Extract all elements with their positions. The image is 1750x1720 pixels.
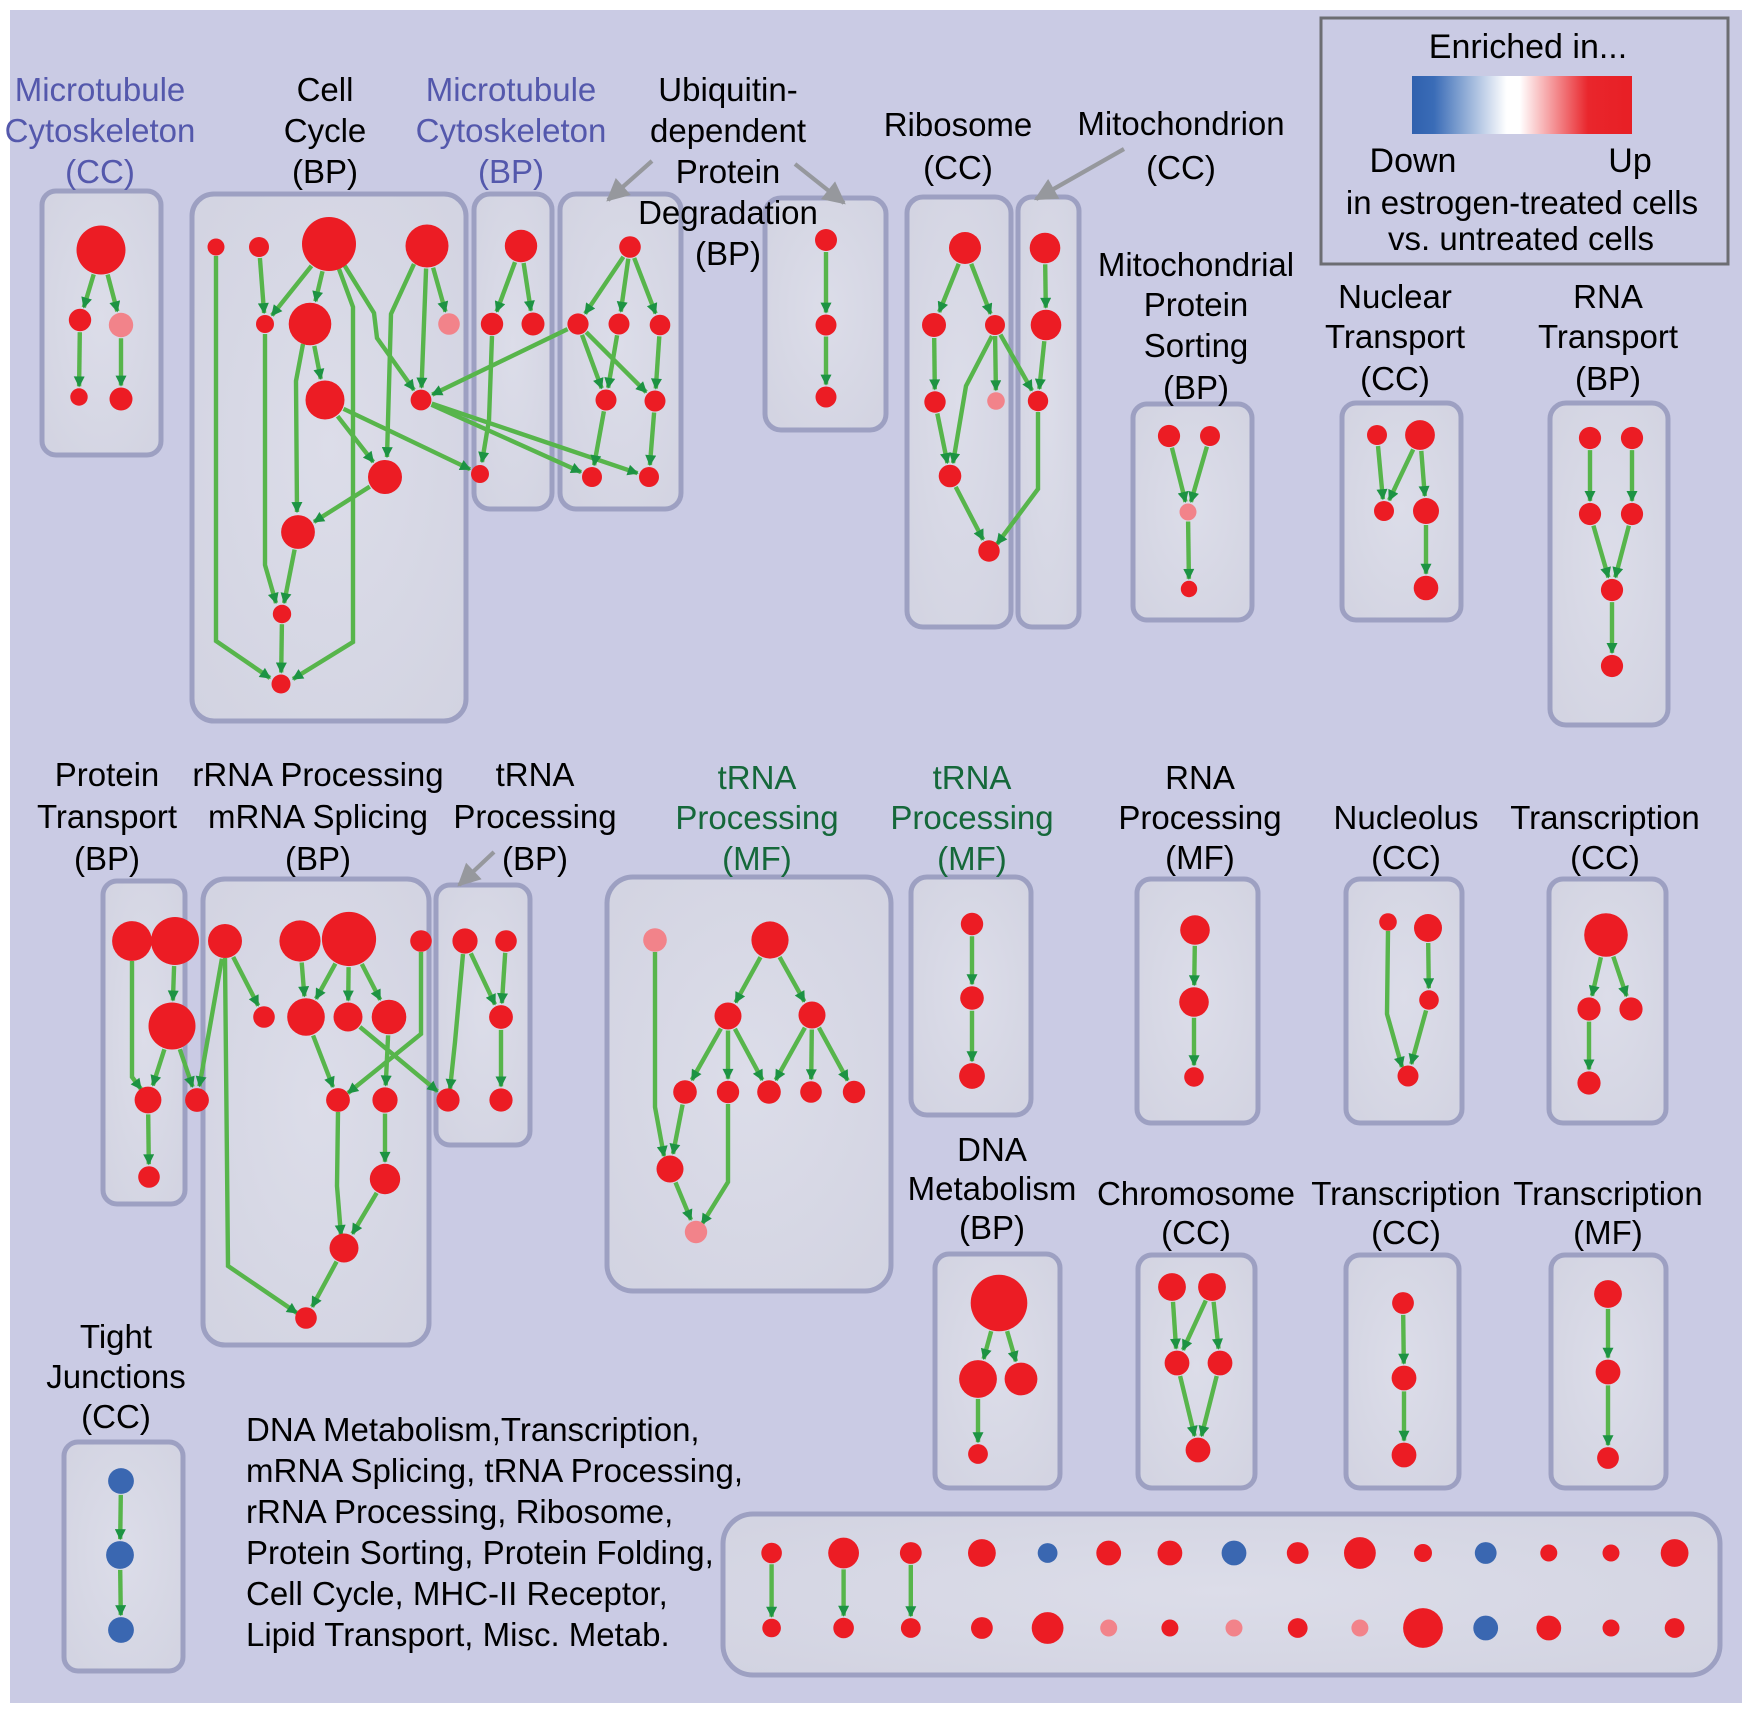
- svg-text:in estrogen-treated cells: in estrogen-treated cells: [1346, 184, 1698, 221]
- svg-text:mRNA Splicing, tRNA Processing: mRNA Splicing, tRNA Processing,: [246, 1452, 743, 1489]
- svg-text:vs. untreated cells: vs. untreated cells: [1388, 220, 1654, 257]
- svg-text:Cell Cycle, MHC-II Receptor,: Cell Cycle, MHC-II Receptor,: [246, 1575, 668, 1612]
- svg-text:(MF): (MF): [722, 840, 792, 877]
- svg-text:Nuclear: Nuclear: [1338, 278, 1452, 315]
- svg-text:DNA Metabolism,Transcription,: DNA Metabolism,Transcription,: [246, 1411, 700, 1448]
- svg-text:rRNA Processing, Ribosome,: rRNA Processing, Ribosome,: [246, 1493, 673, 1530]
- svg-text:Processing: Processing: [890, 799, 1053, 836]
- svg-text:Junctions: Junctions: [46, 1358, 185, 1395]
- svg-text:Enriched in...: Enriched in...: [1429, 28, 1627, 66]
- svg-text:(CC): (CC): [1371, 1214, 1441, 1251]
- svg-text:Mitochondrion: Mitochondrion: [1077, 105, 1284, 142]
- svg-text:(BP): (BP): [292, 153, 358, 190]
- svg-text:(CC): (CC): [81, 1398, 151, 1435]
- svg-text:Ubiquitin-: Ubiquitin-: [658, 71, 797, 108]
- svg-text:Transcription: Transcription: [1513, 1175, 1703, 1212]
- svg-text:tRNA: tRNA: [933, 759, 1012, 796]
- svg-text:(CC): (CC): [65, 153, 135, 190]
- svg-text:Transport: Transport: [37, 798, 177, 835]
- svg-text:(BP): (BP): [959, 1209, 1025, 1246]
- svg-text:Processing: Processing: [675, 799, 838, 836]
- svg-text:dependent: dependent: [650, 112, 806, 149]
- svg-text:Protein: Protein: [676, 153, 781, 190]
- svg-text:Transcription: Transcription: [1510, 799, 1700, 836]
- svg-text:Metabolism: Metabolism: [908, 1170, 1077, 1207]
- svg-text:(CC): (CC): [1360, 360, 1430, 397]
- svg-text:Tight: Tight: [80, 1318, 152, 1355]
- svg-text:Cell: Cell: [297, 71, 354, 108]
- svg-text:Cytoskeleton: Cytoskeleton: [5, 112, 196, 149]
- svg-text:(CC): (CC): [1146, 149, 1216, 186]
- svg-text:Microtubule: Microtubule: [426, 71, 597, 108]
- svg-text:tRNA: tRNA: [496, 756, 575, 793]
- svg-text:Sorting: Sorting: [1144, 327, 1249, 364]
- svg-text:Degradation: Degradation: [638, 194, 818, 231]
- svg-text:Chromosome: Chromosome: [1097, 1175, 1295, 1212]
- svg-text:(BP): (BP): [1575, 360, 1641, 397]
- svg-text:Nucleolus: Nucleolus: [1334, 799, 1479, 836]
- svg-text:(BP): (BP): [285, 840, 351, 877]
- svg-text:tRNA: tRNA: [718, 759, 797, 796]
- svg-text:mRNA Splicing: mRNA Splicing: [208, 798, 428, 835]
- svg-text:Transport: Transport: [1538, 318, 1678, 355]
- svg-text:rRNA Processing: rRNA Processing: [192, 756, 443, 793]
- svg-text:(BP): (BP): [478, 153, 544, 190]
- svg-text:(CC): (CC): [1570, 839, 1640, 876]
- svg-text:Microtubule: Microtubule: [15, 71, 186, 108]
- svg-text:(BP): (BP): [695, 235, 761, 272]
- svg-text:Ribosome: Ribosome: [884, 106, 1033, 143]
- svg-text:Cycle: Cycle: [284, 112, 367, 149]
- svg-text:(CC): (CC): [923, 149, 993, 186]
- svg-text:Down: Down: [1370, 142, 1457, 180]
- svg-text:(BP): (BP): [1163, 369, 1229, 406]
- svg-text:Processing: Processing: [453, 798, 616, 835]
- svg-text:Transport: Transport: [1325, 318, 1465, 355]
- svg-text:Cytoskeleton: Cytoskeleton: [416, 112, 607, 149]
- svg-text:RNA: RNA: [1165, 759, 1235, 796]
- svg-text:Mitochondrial: Mitochondrial: [1098, 246, 1294, 283]
- svg-text:(CC): (CC): [1161, 1214, 1231, 1251]
- svg-text:Transcription: Transcription: [1311, 1175, 1501, 1212]
- svg-text:Protein Sorting, Protein Foldi: Protein Sorting, Protein Folding,: [246, 1534, 714, 1571]
- svg-text:(BP): (BP): [74, 840, 140, 877]
- svg-text:(MF): (MF): [1573, 1214, 1643, 1251]
- svg-text:(MF): (MF): [1165, 839, 1235, 876]
- svg-text:(MF): (MF): [937, 840, 1007, 877]
- svg-text:DNA: DNA: [957, 1131, 1027, 1168]
- svg-text:Up: Up: [1608, 142, 1651, 180]
- svg-text:(BP): (BP): [502, 840, 568, 877]
- svg-text:(CC): (CC): [1371, 839, 1441, 876]
- svg-text:RNA: RNA: [1573, 278, 1643, 315]
- svg-text:Lipid Transport, Misc. Metab.: Lipid Transport, Misc. Metab.: [246, 1616, 670, 1653]
- svg-text:Protein: Protein: [1144, 286, 1249, 323]
- svg-text:Protein: Protein: [55, 756, 160, 793]
- svg-text:Processing: Processing: [1118, 799, 1281, 836]
